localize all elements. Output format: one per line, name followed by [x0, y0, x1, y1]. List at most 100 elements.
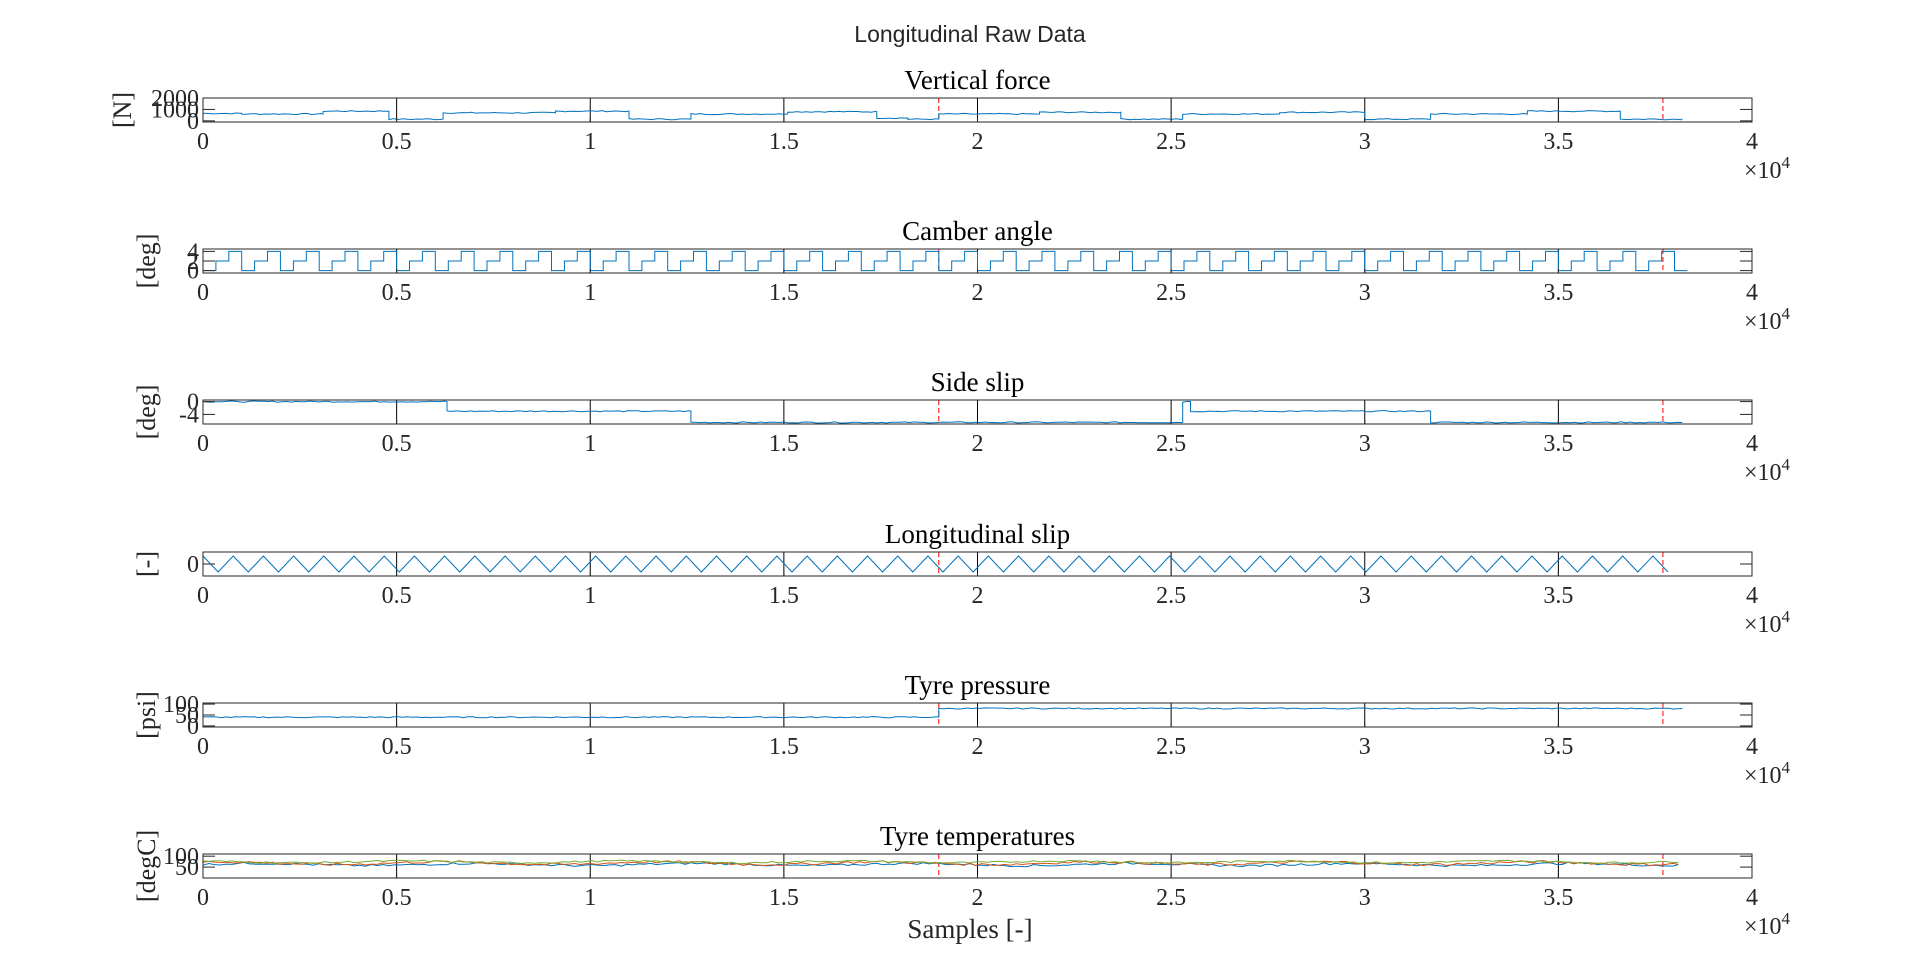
subplot-5: Tyre temperatures 0 0.5 1 1.5 2 2.5 3 3.5 4 50100[…: [132, 821, 1791, 940]
x-tick-label: 2.5: [1156, 734, 1186, 760]
y-tick-label: 0: [187, 109, 199, 135]
x-tick-label: 3.5: [1543, 431, 1573, 457]
x-tick-label: 0: [197, 583, 209, 609]
data-line: [202, 555, 1669, 573]
x-tick-label: 1: [584, 583, 596, 609]
x-tick-label: 2: [972, 885, 984, 911]
x-tick-label: 2: [972, 129, 984, 155]
data-line: [203, 250, 1688, 272]
x-tick-label: 1: [584, 129, 596, 155]
x-multiplier: ×104: [1744, 304, 1791, 335]
y-tick-label: 0: [187, 714, 199, 740]
series-group: [203, 110, 1683, 121]
y-tick-label: 0: [187, 390, 199, 416]
x-tick-label: 1: [584, 885, 596, 911]
x-tick-label: 3: [1359, 583, 1371, 609]
x-tick-label: 2.5: [1156, 583, 1186, 609]
x-tick-label: 1.5: [769, 734, 799, 760]
x-multiplier: ×104: [1744, 153, 1791, 184]
y-tick-label: 0: [187, 552, 199, 578]
series-group: [202, 707, 1683, 719]
x-tick-label: 2: [972, 583, 984, 609]
x-tick-label: 0.5: [382, 280, 412, 306]
x-tick-label: 1: [584, 431, 596, 457]
subplot-title: Tyre pressure: [905, 670, 1051, 700]
x-tick-label: 0: [197, 734, 209, 760]
x-tick-label: 2.5: [1156, 280, 1186, 306]
y-tick-label: 2: [187, 249, 199, 275]
x-tick-label: 1.5: [769, 431, 799, 457]
y-tick-label: 0: [187, 259, 199, 285]
x-tick-label: 0.5: [382, 583, 412, 609]
x-tick-label: 1.5: [769, 129, 799, 155]
x-tick-label: 1.5: [769, 280, 799, 306]
y-axis-label: [-]: [132, 551, 161, 577]
x-tick-label: 3.5: [1543, 129, 1573, 155]
subplot-title: Longitudinal slip: [885, 519, 1070, 549]
x-tick-label: 0.5: [382, 129, 412, 155]
y-tick-label: 2000: [151, 86, 199, 112]
x-tick-label: 3: [1359, 734, 1371, 760]
x-tick-label: 0: [197, 280, 209, 306]
x-tick-label: 4: [1746, 280, 1758, 306]
subplot-title: Tyre temperatures: [880, 821, 1075, 851]
x-tick-label: 2: [972, 280, 984, 306]
series-group: [203, 250, 1688, 272]
y-tick-label: -4: [179, 402, 199, 428]
x-multiplier: ×104: [1744, 607, 1791, 638]
x-tick-label: 0: [197, 129, 209, 155]
x-tick-label: 0: [197, 885, 209, 911]
data-line-2: [202, 859, 1679, 865]
y-tick-label: 100: [163, 692, 199, 718]
x-tick-label: 0.5: [382, 734, 412, 760]
x-tick-label: 2: [972, 734, 984, 760]
y-axis-label: [degC]: [132, 830, 161, 902]
subplot-title: Vertical force: [904, 65, 1050, 95]
x-tick-label: 3: [1359, 129, 1371, 155]
x-tick-label: 1.5: [769, 885, 799, 911]
x-tick-label: 3: [1359, 885, 1371, 911]
x-tick-label: 1: [584, 734, 596, 760]
y-tick-label: 50: [175, 703, 199, 729]
subplot-title: Side slip: [931, 367, 1025, 397]
x-tick-label: 2: [972, 431, 984, 457]
x-tick-label: 4: [1746, 431, 1758, 457]
x-multiplier: ×104: [1744, 455, 1791, 486]
x-tick-label: 3.5: [1543, 583, 1573, 609]
x-tick-label: 3: [1359, 431, 1371, 457]
x-tick-label: 0.5: [382, 431, 412, 457]
x-multiplier: ×104: [1744, 758, 1791, 789]
x-tick-label: 2.5: [1156, 885, 1186, 911]
x-tick-label: 3: [1359, 280, 1371, 306]
x-tick-label: 3.5: [1543, 280, 1573, 306]
x-tick-label: 0: [197, 431, 209, 457]
y-axis-label: [deg]: [132, 234, 161, 289]
series-group: [202, 859, 1679, 868]
x-tick-label: 4: [1746, 583, 1758, 609]
x-tick-label: 0.5: [382, 885, 412, 911]
x-tick-label: 4: [1746, 885, 1758, 911]
x-tick-label: 2.5: [1156, 431, 1186, 457]
x-tick-label: 4: [1746, 129, 1758, 155]
series-group: [202, 555, 1669, 573]
x-tick-label: 2.5: [1156, 129, 1186, 155]
y-axis-label: [N]: [108, 92, 137, 128]
y-tick-label: 4: [187, 239, 199, 265]
figure-suptitle: Longitudinal Raw Data: [854, 21, 1086, 47]
data-line: [202, 707, 1683, 719]
data-line: [202, 400, 1683, 424]
x-tick-label: 1.5: [769, 583, 799, 609]
x-tick-label: 4: [1746, 734, 1758, 760]
subplot-title: Camber angle: [902, 216, 1053, 246]
x-tick-label: 3.5: [1543, 734, 1573, 760]
y-tick-label: 100: [163, 844, 199, 870]
y-axis-label: [deg]: [132, 385, 161, 440]
series-group: [202, 400, 1683, 424]
x-tick-label: 1: [584, 280, 596, 306]
y-tick-label: 50: [175, 855, 199, 881]
